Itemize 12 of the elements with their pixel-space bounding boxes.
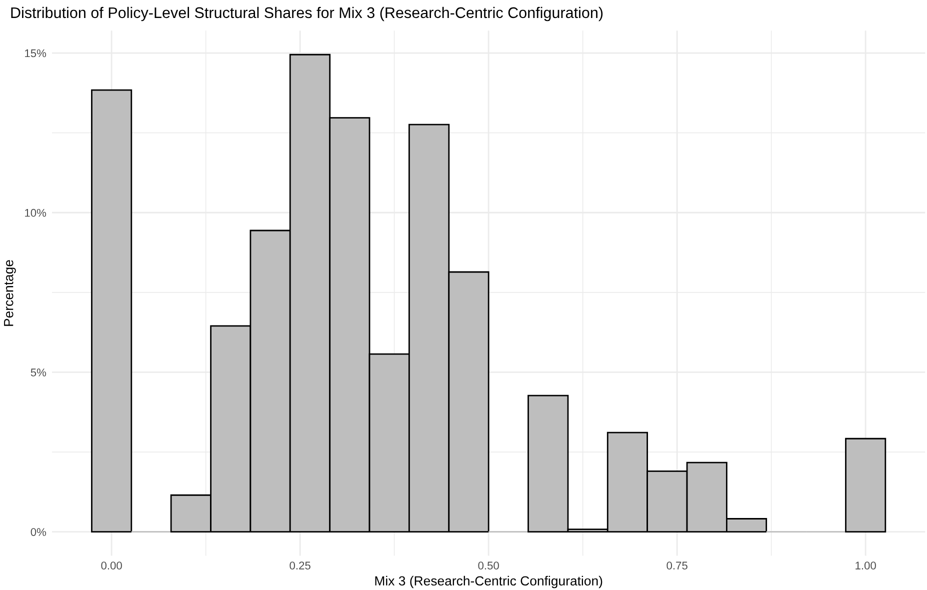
x-tick-label: 0.50: [478, 562, 499, 570]
y-tick-label: 10%: [25, 208, 46, 217]
y-tick-label: 0%: [30, 528, 46, 536]
y-tick-label: 15%: [25, 49, 46, 58]
x-tick-label: 1.00: [856, 562, 876, 570]
y-tick-label: 5%: [30, 368, 46, 376]
x-tick-label: 0.25: [290, 562, 310, 570]
y-axis-title: Percentage: [4, 260, 16, 326]
x-axis-title: Mix 3 (Research-Centric Configuration): [375, 576, 602, 588]
x-tick-label: 0.00: [101, 562, 122, 570]
chart-title: Distribution of Policy-Level Structural Shares for Mix 3 (Research-Centric Configuration): [11, 6, 603, 22]
x-tick-label: 0.75: [666, 562, 688, 570]
